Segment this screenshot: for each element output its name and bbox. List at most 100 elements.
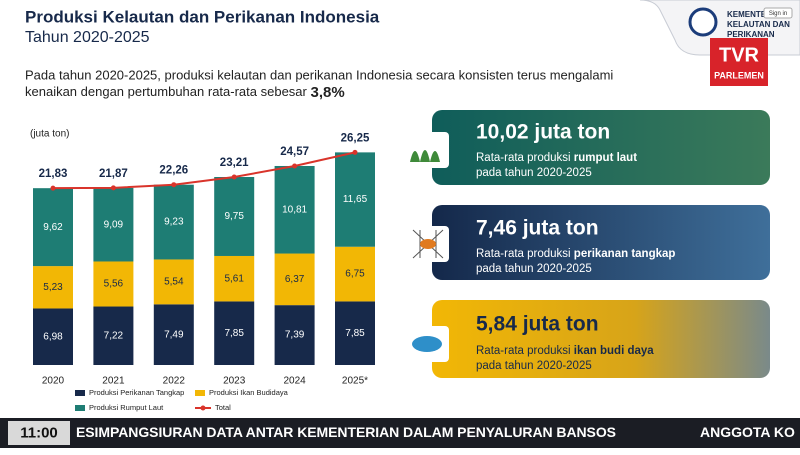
legend-swatch xyxy=(75,405,85,411)
legend-label: Produksi Rumput Laut xyxy=(89,403,164,412)
card: 10,02 juta ton Rata-rata produksi rumput… xyxy=(405,110,770,185)
ticker-headline: ESIMPANGSIURAN DATA ANTAR KEMENTERIAN DA… xyxy=(76,424,616,440)
legend-swatch xyxy=(75,390,85,396)
sign-in-label[interactable]: Sign in xyxy=(769,11,787,17)
value-label: 7,22 xyxy=(104,330,124,341)
value-label: 5,54 xyxy=(164,277,184,288)
card-text-bold: rumput laut xyxy=(574,152,637,164)
bar-segment xyxy=(214,255,255,302)
value-label: 10,81 xyxy=(282,204,307,215)
ticker-time-bg xyxy=(8,421,70,445)
x-tick-label: 2023 xyxy=(223,376,246,387)
value-label: 7,49 xyxy=(164,329,184,340)
card-text-bold: perikanan tangkap xyxy=(574,248,676,260)
bar-segment xyxy=(335,152,375,247)
total-label: 23,21 xyxy=(220,157,249,169)
bar-segment xyxy=(93,306,134,365)
total-point xyxy=(110,185,116,191)
bar-segment xyxy=(335,301,375,365)
channel-name: TVR xyxy=(719,44,760,66)
value-label: 7,85 xyxy=(345,328,365,339)
card-text-part: Rata-rata produksi xyxy=(476,345,574,357)
value-label: 5,23 xyxy=(43,282,63,293)
x-tick-label: 2022 xyxy=(163,376,186,387)
legend-label: Produksi Ikan Budidaya xyxy=(209,388,289,397)
bar-segment xyxy=(33,308,73,365)
bar-segment xyxy=(214,301,255,365)
value-label: 9,75 xyxy=(224,211,244,222)
channel-name: PARLEMEN xyxy=(714,70,764,80)
value-label: 9,23 xyxy=(164,217,184,228)
bar-segment xyxy=(33,188,73,267)
total-label: 22,26 xyxy=(159,165,188,177)
total-line xyxy=(52,151,356,190)
x-tick-label: 2024 xyxy=(283,376,306,387)
intro: kenaikan dengan pertumbuhan rata-rata se… xyxy=(25,84,345,101)
card-text: pada tahun 2020-2025 xyxy=(476,167,592,179)
card: 5,84 juta ton Rata-rata produksi ikan bu… xyxy=(405,300,770,378)
total-point xyxy=(292,163,298,169)
card: 7,46 juta ton Rata-rata produksi perikan… xyxy=(405,205,770,280)
value-label: 7,39 xyxy=(285,330,305,341)
title: Produksi Kelautan dan Perikanan Indonesi… xyxy=(25,7,380,26)
intro-text: kenaikan dengan pertumbuhan rata-rata se… xyxy=(25,84,308,99)
legend-label: Produksi Perikanan Tangkap xyxy=(89,388,184,397)
bar-segment xyxy=(274,305,315,365)
total-label: 26,25 xyxy=(341,132,370,144)
x-tick-label: 2021 xyxy=(102,376,125,387)
intro-highlight: 3,8% xyxy=(310,84,344,101)
bar-segment xyxy=(274,165,315,254)
bar-segment xyxy=(335,246,375,302)
total-point xyxy=(231,174,237,180)
ticker-bar xyxy=(0,418,800,448)
total-label: 21,87 xyxy=(99,168,128,180)
card-text: Rata-rata produksi ikan budi daya xyxy=(476,345,654,357)
card-value: 5,84 juta ton xyxy=(476,313,599,336)
card-bg xyxy=(432,300,770,378)
card-text: pada tahun 2020-2025 xyxy=(476,263,592,275)
x-tick-label: 2020 xyxy=(42,376,65,387)
card-text-part: Rata-rata produksi xyxy=(476,248,574,260)
sign-in[interactable] xyxy=(763,7,793,19)
seaweed-icon xyxy=(410,150,440,162)
bar-segment xyxy=(153,304,194,365)
card-value: 7,46 juta ton xyxy=(476,217,599,240)
x-tick-label: 2025* xyxy=(342,376,368,387)
card-value: 10,02 juta ton xyxy=(476,121,610,144)
bar-segment xyxy=(93,261,134,307)
total-label: 24,57 xyxy=(280,146,309,158)
subtitle: Tahun 2020-2025 xyxy=(25,29,150,46)
total-point xyxy=(352,149,358,155)
value-label: 6,37 xyxy=(285,274,305,285)
fish-icon xyxy=(420,239,436,249)
bar-segment xyxy=(274,253,315,306)
value-label: 7,85 xyxy=(224,328,244,339)
total-point xyxy=(50,185,56,191)
card-text: pada tahun 2020-2025 xyxy=(476,360,592,372)
bar-segment xyxy=(93,187,134,262)
card-bg xyxy=(432,205,770,280)
card-text-bold: ikan budi daya xyxy=(574,345,654,357)
value-label: 9,62 xyxy=(43,222,63,233)
legend-swatch xyxy=(200,405,206,411)
value-label: 9,09 xyxy=(104,219,124,230)
legend-swatch xyxy=(195,390,205,396)
value-label: 6,75 xyxy=(345,269,365,280)
bar-segment xyxy=(153,184,194,260)
card-text: Rata-rata produksi perikanan tangkap xyxy=(476,248,675,260)
legend-label: Total xyxy=(215,403,231,412)
card-text-part: Rata-rata produksi xyxy=(476,152,574,164)
chart: (juta ton) 6,98 5,23 9,62 2020 7,22 5,56 9,09 2… xyxy=(30,129,375,412)
logo-text: KEMENTERIAN xyxy=(727,10,786,19)
card-icon xyxy=(405,132,449,168)
logo-emblem xyxy=(688,7,718,37)
unit-label: (juta ton) xyxy=(30,129,69,140)
value-label: 5,56 xyxy=(104,279,124,290)
bar-segment xyxy=(153,259,194,305)
value-label: 11,65 xyxy=(343,194,368,205)
intro: Pada tahun 2020-2025, produksi kelautan … xyxy=(25,67,613,82)
card-text: Rata-rata produksi rumput laut xyxy=(476,152,637,164)
logo-text: KELAUTAN DAN xyxy=(727,20,790,29)
value-label: 5,61 xyxy=(224,273,244,284)
